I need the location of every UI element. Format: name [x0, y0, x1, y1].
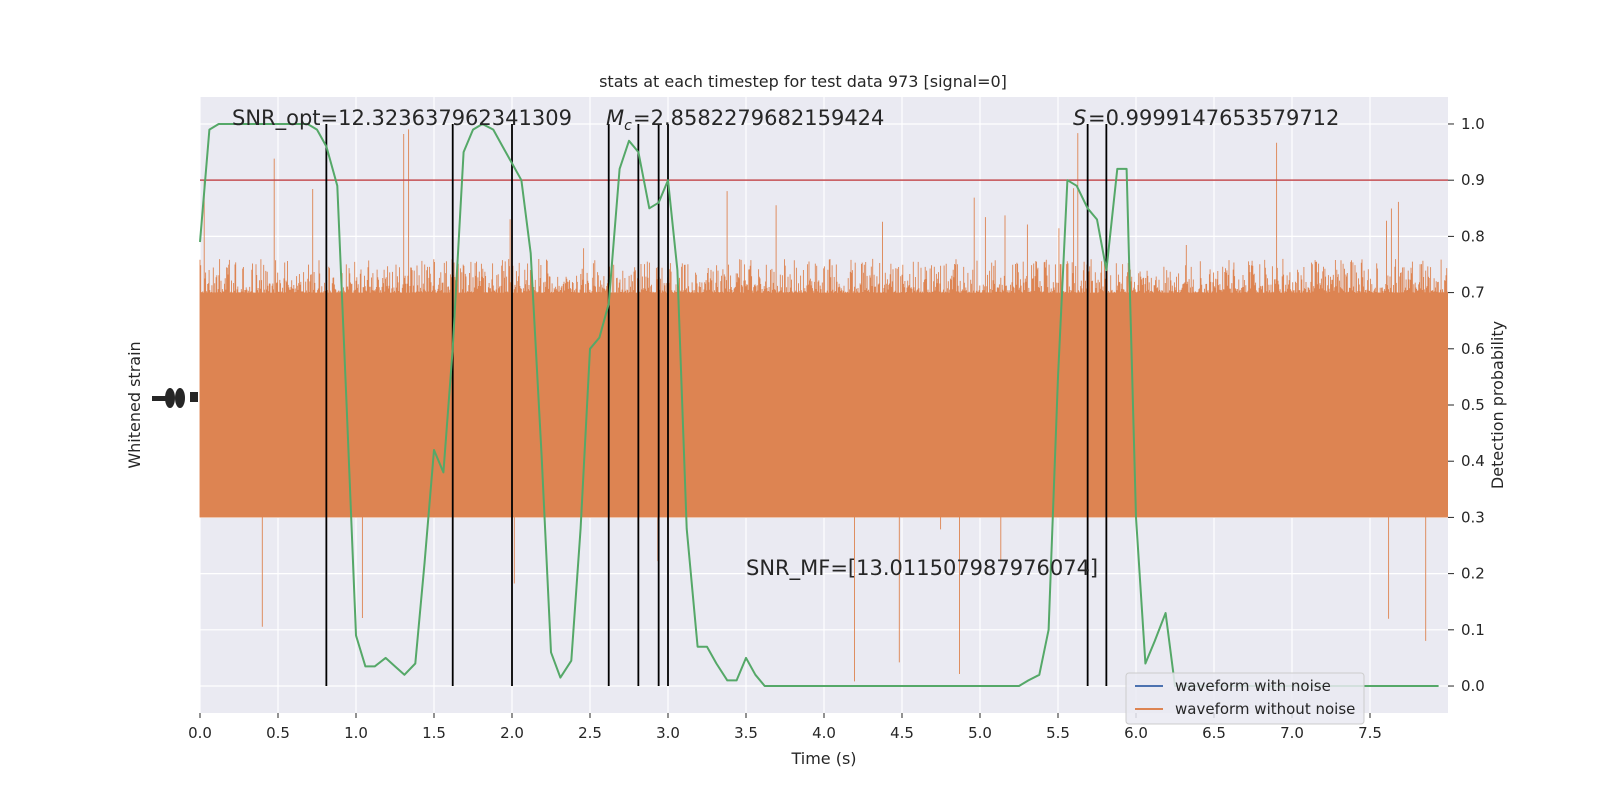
- chirp-mass-annotation: Mc =2.8582279682159424: [606, 106, 884, 134]
- left-axis-overlapping-ticks: [152, 388, 198, 408]
- y-tick-label: 0.4: [1461, 452, 1485, 470]
- x-tick-label: 0.0: [188, 724, 212, 742]
- x-tick-label: 5.0: [968, 724, 992, 742]
- legend: waveform with noise waveform without noi…: [1125, 672, 1365, 725]
- x-tick-label: 1.0: [344, 724, 368, 742]
- x-tick-label: 7.5: [1358, 724, 1382, 742]
- x-axis-label: Time (s): [790, 749, 856, 768]
- y-tick-label: 0.9: [1461, 171, 1485, 189]
- strain-trace: [199, 129, 1448, 682]
- x-tick-label: 4.0: [812, 724, 836, 742]
- snr-opt-annotation: SNR_opt=12.323637962341309: [232, 106, 572, 131]
- detection-probability-line: [199, 123, 1439, 687]
- y-tick-label: 0.5: [1461, 396, 1485, 414]
- x-tick-label: 5.5: [1046, 724, 1070, 742]
- y-tick-label: 0.2: [1461, 565, 1485, 583]
- right-axis-label: Detection probability: [1488, 321, 1507, 489]
- s-symbol: S: [1073, 106, 1086, 130]
- legend-label-noise: waveform with noise: [1175, 677, 1331, 695]
- x-tick-label: 4.5: [890, 724, 914, 742]
- chart-title: stats at each timestep for test data 973…: [599, 72, 1007, 91]
- x-tick-label: 6.0: [1124, 724, 1148, 742]
- y-tick-label: 0.7: [1461, 284, 1485, 302]
- strain-series: [199, 129, 1448, 682]
- y-tick-label: 1.0: [1461, 115, 1485, 133]
- s-annotation: S =0.9999147653579712: [1073, 106, 1339, 130]
- x-tick-label: 6.5: [1202, 724, 1226, 742]
- chirp-mass-value: =2.8582279682159424: [633, 106, 884, 130]
- s-value: =0.9999147653579712: [1088, 106, 1339, 130]
- x-tick-label: 1.5: [422, 724, 446, 742]
- detection-markers: [325, 123, 1108, 687]
- x-axis-ticks: 0.0 0.5 1.0 1.5 2.0 2.5 3.0 3.5 4.0 4.5 5.0 5.5 6.0 6…: [188, 713, 1382, 742]
- x-tick-label: 2.0: [500, 724, 524, 742]
- y-tick-label: 0.3: [1461, 508, 1485, 526]
- x-tick-label: 0.5: [266, 724, 290, 742]
- snr-mf-annotation: SNR_MF=[13.011507987976074]: [746, 556, 1098, 581]
- right-axis-ticks: 0.0 0.1 0.2 0.3 0.4 0.5 0.6 0.7 0.8 0.9 1.0: [1448, 115, 1485, 695]
- y-tick-label: 0.8: [1461, 227, 1485, 245]
- legend-box: [1125, 672, 1365, 725]
- x-tick-label: 3.5: [734, 724, 758, 742]
- x-tick-label: 7.0: [1280, 724, 1304, 742]
- x-tick-label: 2.5: [578, 724, 602, 742]
- y-tick-label: 0.6: [1461, 340, 1485, 358]
- y-tick-label: 0.1: [1461, 621, 1485, 639]
- legend-label-clean: waveform without noise: [1175, 700, 1355, 718]
- x-tick-label: 3.0: [656, 724, 680, 742]
- y-tick-label: 0.0: [1461, 677, 1485, 695]
- left-axis-label: Whitened strain: [125, 341, 144, 468]
